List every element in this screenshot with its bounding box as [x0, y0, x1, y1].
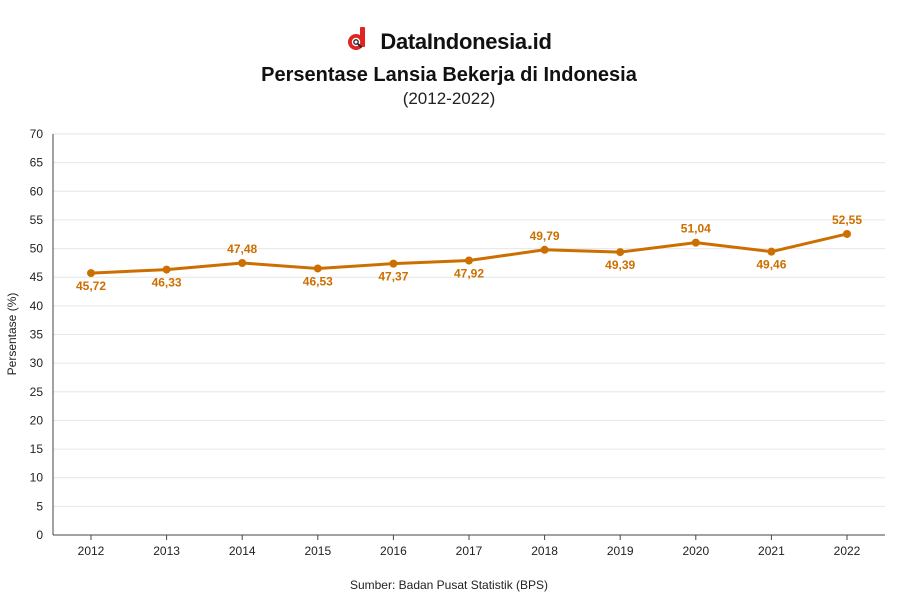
datainsight-d-magnifier-icon [346, 26, 372, 59]
x-tick-label: 2012 [78, 544, 105, 558]
y-tick-label: 10 [30, 471, 44, 485]
data-label: 47,48 [227, 242, 257, 256]
x-tick-label: 2019 [607, 544, 634, 558]
x-tick-label: 2022 [834, 544, 861, 558]
y-tick-label: 0 [36, 528, 43, 542]
y-tick-label: 25 [30, 385, 44, 399]
x-tick-label: 2021 [758, 544, 785, 558]
y-tick-label: 60 [30, 184, 44, 198]
x-tick-label: 2013 [153, 544, 180, 558]
gridlines [52, 133, 885, 536]
y-tick-label: 55 [30, 213, 44, 227]
chart-subtitle: (2012-2022) [402, 89, 496, 108]
data-point [238, 259, 247, 268]
data-point [313, 264, 322, 273]
x-tick-label: 2014 [229, 544, 256, 558]
y-tick-label: 70 [30, 127, 44, 141]
y-tick-label: 15 [30, 442, 44, 456]
data-label: 46,33 [152, 276, 182, 290]
y-tick-label: 50 [30, 242, 44, 256]
x-tick-label: 2017 [456, 544, 483, 558]
data-label: 49,46 [756, 258, 786, 272]
x-tick-label: 2015 [304, 544, 331, 558]
x-tick-label: 2020 [682, 544, 709, 558]
brand-name: DataIndonesia.id [380, 29, 552, 54]
brand-header: DataIndonesia.id [0, 26, 898, 58]
data-point [162, 265, 171, 274]
data-point [691, 238, 700, 247]
data-label: 52,55 [832, 213, 862, 227]
data-point [465, 256, 473, 265]
data-label: 47,37 [378, 270, 408, 284]
y-tick-label: 5 [36, 499, 43, 513]
data-label: 49,79 [530, 229, 560, 243]
y-tick-label: 65 [30, 156, 44, 170]
source-note: Sumber: Badan Pusat Statistik (BPS) [349, 578, 549, 592]
x-tick-label: 2016 [380, 544, 407, 558]
data-point [540, 245, 549, 254]
y-tick-label: 30 [30, 356, 44, 370]
data-label: 51,04 [681, 222, 711, 236]
data-label: 47,92 [454, 266, 484, 280]
data-labels: 45,72 46,33 47,48 46,53 47,37 47,92 49,79 49,39… [76, 213, 862, 293]
data-point [616, 248, 625, 257]
chart-title: Persentase Lansia Bekerja di Indonesia [261, 64, 637, 86]
y-tick-label: 35 [30, 328, 44, 342]
data-label: 46,53 [303, 274, 333, 288]
data-point [767, 247, 776, 256]
y-axis-label: Persentase (%) [5, 293, 19, 376]
data-label: 49,39 [605, 258, 635, 272]
data-points [87, 229, 851, 278]
data-point [843, 229, 851, 238]
data-point [87, 269, 95, 278]
x-tick-label: 2018 [531, 544, 558, 558]
x-axis-ticks: 2012 2013 2014 2015 2016 2017 2018 2019 2020 2021… [78, 535, 861, 558]
y-tick-label: 20 [30, 413, 44, 427]
y-axis-ticks: 0 5 10 15 20 25 30 35 40 45 50 55 60 65 70 [30, 127, 44, 542]
data-point [389, 259, 398, 268]
data-label: 45,72 [76, 279, 106, 293]
y-tick-label: 40 [30, 299, 44, 313]
y-tick-label: 45 [30, 270, 44, 284]
